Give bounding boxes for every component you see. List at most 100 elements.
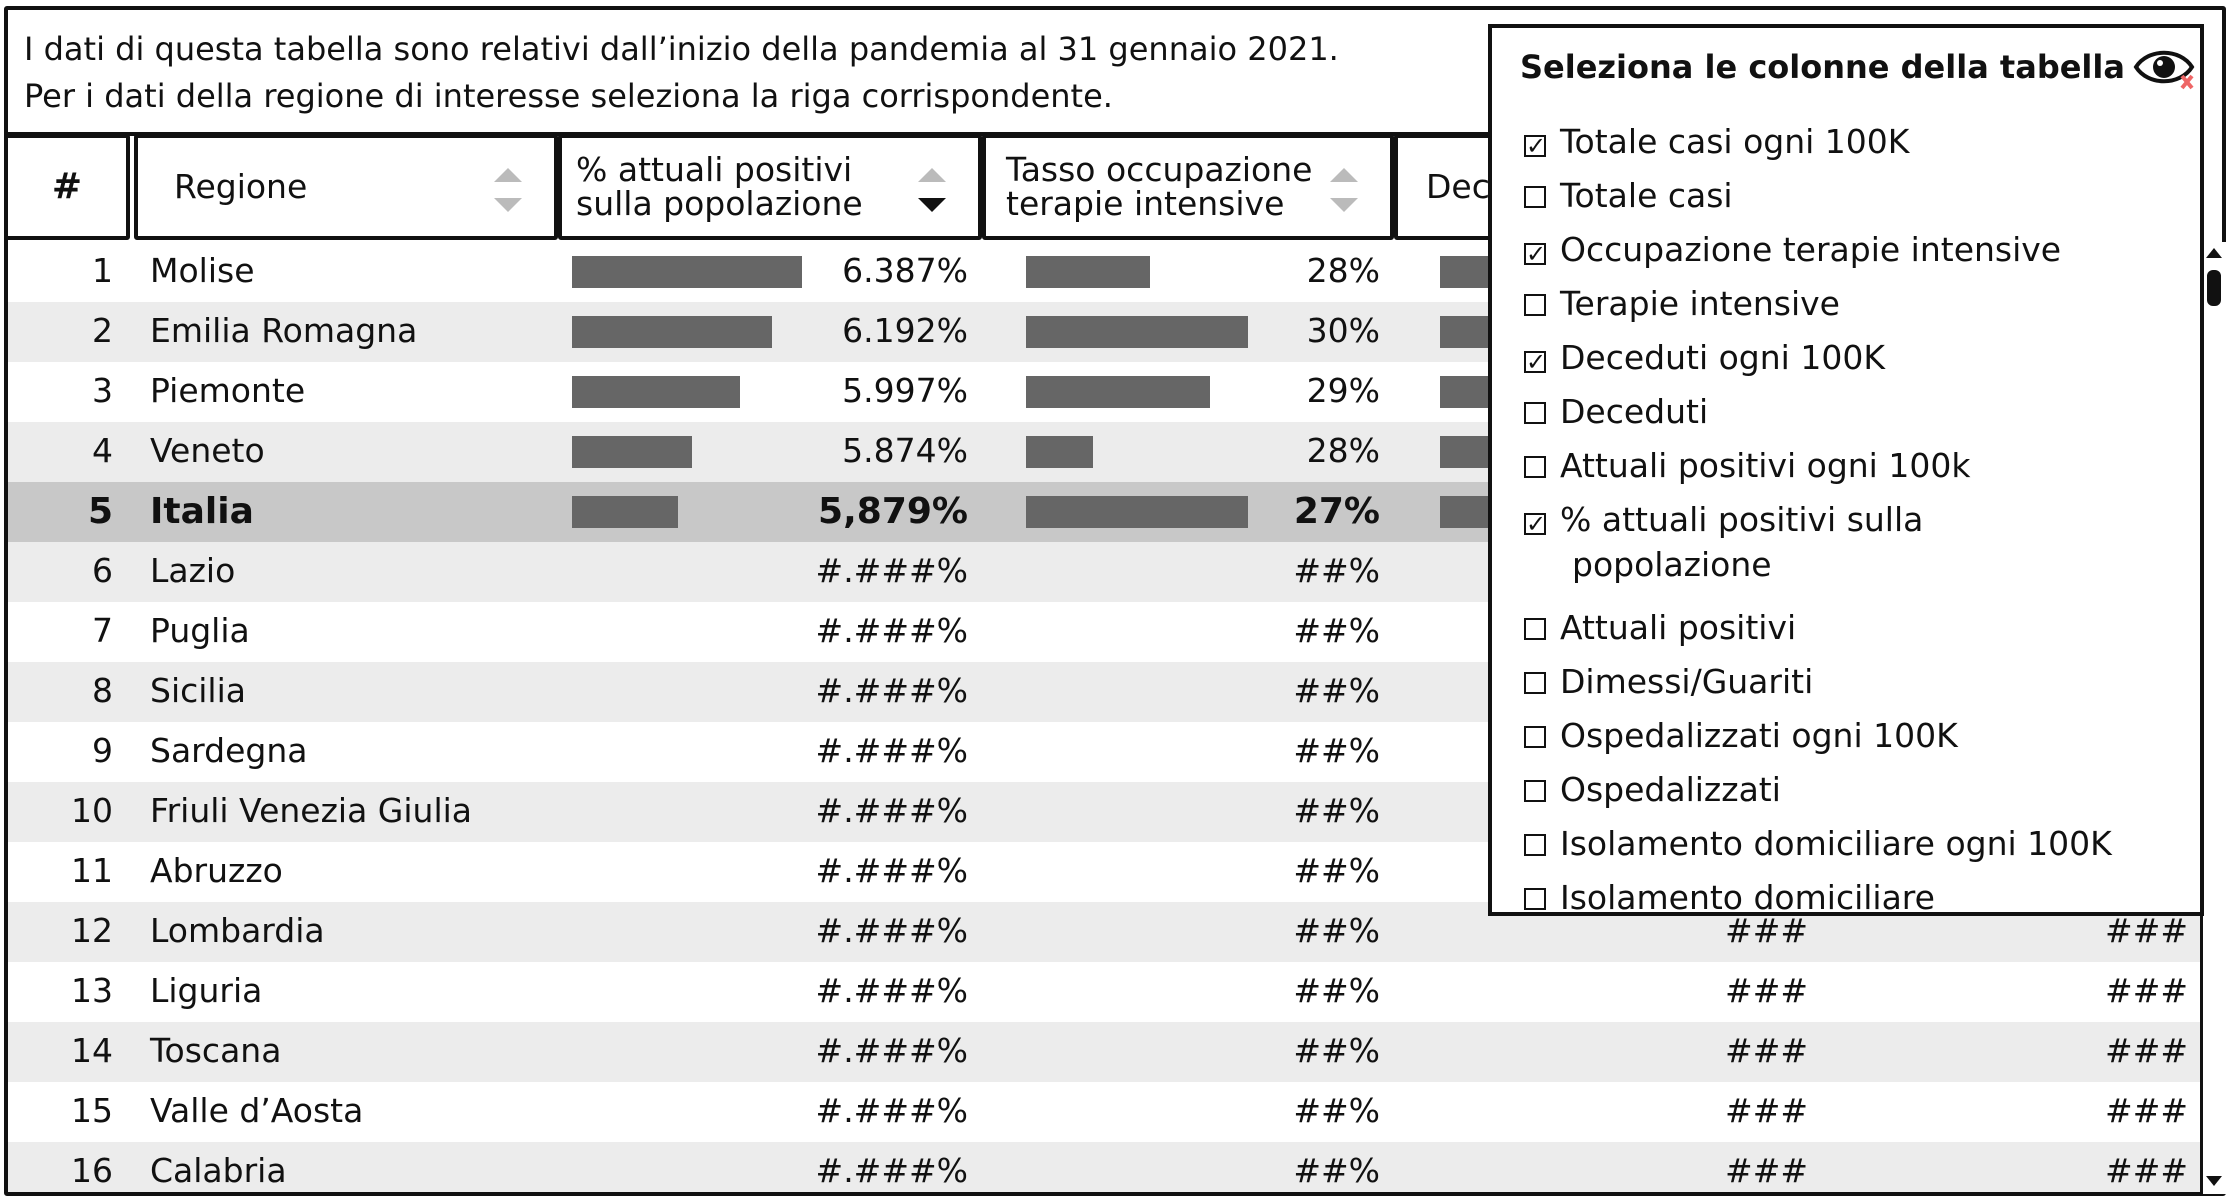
row-attuali-positivi: 5.874% xyxy=(842,431,968,470)
column-option-label: Deceduti ogni 100K xyxy=(1560,338,1885,377)
row-deceduti: ### xyxy=(1725,971,1808,1010)
checkbox-checked[interactable]: ✓ xyxy=(1524,240,1547,268)
scroll-thumb[interactable] xyxy=(2207,270,2221,306)
cell-background xyxy=(558,722,966,782)
table-row[interactable]: 1 Molise 6.387% 28% xyxy=(8,242,2200,302)
eye-icon[interactable] xyxy=(2132,42,2196,92)
row-terapie-intensive: ##% xyxy=(1293,1091,1380,1130)
row-rank: 10 xyxy=(71,791,113,830)
row-attuali-positivi: 6.387% xyxy=(842,251,968,290)
row-attuali-positivi: #.###% xyxy=(815,671,968,710)
checkbox-checked[interactable]: ✓ xyxy=(1524,348,1547,376)
checkbox-checked[interactable]: ✓ xyxy=(1524,132,1547,160)
checkbox[interactable] xyxy=(1524,888,1546,910)
sort-desc-icon[interactable] xyxy=(918,164,946,218)
checkbox[interactable] xyxy=(1524,618,1546,640)
row-regione: Valle d’Aosta xyxy=(150,1091,364,1130)
column-option-label: Totale casi ogni 100K xyxy=(1560,122,1910,161)
checkbox[interactable] xyxy=(1524,186,1546,208)
table-header: # Regione % attuali positivi sulla popol… xyxy=(0,134,2234,242)
row-regione: Lombardia xyxy=(150,911,325,950)
row-attuali-positivi: #.###% xyxy=(815,851,968,890)
row-regione: Toscana xyxy=(150,1031,282,1070)
column-option[interactable]: Ospedalizzati ogni 100K xyxy=(1524,716,1958,755)
column-option[interactable]: Isolamento domiciliare ogni 100K xyxy=(1524,824,2112,863)
row-attuali-positivi: 5,879% xyxy=(818,491,968,532)
checkbox[interactable] xyxy=(1524,402,1546,424)
row-terapie-intensive: ##% xyxy=(1293,671,1380,710)
row-rank: 8 xyxy=(92,671,113,710)
table-row[interactable]: 14 Toscana #.###% ##% ### ### xyxy=(8,1022,2200,1082)
column-option-label: Terapie intensive xyxy=(1560,284,1840,323)
column-option[interactable]: Ospedalizzati xyxy=(1524,770,1781,809)
table-row[interactable]: 7 Puglia #.###% ##% xyxy=(8,602,2200,662)
scroll-up-icon[interactable] xyxy=(2206,248,2222,258)
column-option[interactable]: Attuali positivi ogni 100k xyxy=(1524,446,1970,485)
row-terapie-intensive: ##% xyxy=(1293,971,1380,1010)
column-option[interactable]: Attuali positivi xyxy=(1524,608,1796,647)
row-attuali-positivi: #.###% xyxy=(815,791,968,830)
row-regione: Sardegna xyxy=(150,731,308,770)
checkbox-checked[interactable]: ✓ xyxy=(1524,510,1547,538)
header-dec-label: Dec xyxy=(1426,167,1490,206)
table-row[interactable]: 11 Abruzzo #.###% ##% xyxy=(8,842,2200,902)
column-option[interactable]: Terapie intensive xyxy=(1524,284,1840,323)
column-option-label: Ospedalizzati ogni 100K xyxy=(1560,716,1958,755)
scroll-down-icon[interactable] xyxy=(2206,1176,2222,1186)
row-extra-column: ### xyxy=(2105,1091,2188,1130)
row-attuali-positivi: #.###% xyxy=(815,611,968,650)
table-row[interactable]: 4 Veneto 5.874% 28% xyxy=(8,422,2200,482)
table-row[interactable]: 15 Valle d’Aosta #.###% ##% ### ### xyxy=(8,1082,2200,1142)
row-rank: 2 xyxy=(92,311,113,350)
checkbox[interactable] xyxy=(1524,672,1546,694)
column-option[interactable]: ✓ Occupazione terapie intensive xyxy=(1524,230,2061,269)
row-regione: Calabria xyxy=(150,1151,287,1190)
header-rank[interactable]: # xyxy=(4,134,130,240)
info-line-2: Per i dati della regione di interesse se… xyxy=(24,77,1113,115)
table-row[interactable]: 16 Calabria #.###% ##% ### ### xyxy=(8,1142,2200,1192)
checkbox[interactable] xyxy=(1524,834,1546,856)
row-rank: 16 xyxy=(71,1151,113,1190)
positivi-bar xyxy=(572,376,740,408)
column-option-label: Isolamento domiciliare xyxy=(1560,878,1935,917)
row-terapie-intensive: ##% xyxy=(1293,1031,1380,1070)
checkbox[interactable] xyxy=(1524,456,1546,478)
checkbox[interactable] xyxy=(1524,780,1546,802)
column-option[interactable]: ✓ % attuali positivi sulla popolazione xyxy=(1524,500,1923,584)
column-option-label: Dimessi/Guariti xyxy=(1560,662,1814,701)
row-terapie-intensive: 28% xyxy=(1306,251,1380,290)
header-attuali-positivi[interactable]: % attuali positivi sulla popolazione xyxy=(558,134,982,240)
sort-icon[interactable] xyxy=(1330,164,1358,218)
table-row[interactable]: 3 Piemonte 5.997% 29% xyxy=(8,362,2200,422)
row-regione: Veneto xyxy=(150,431,265,470)
checkbox[interactable] xyxy=(1524,294,1546,316)
header-terapie-intensive[interactable]: Tasso occupazione terapie intensive xyxy=(982,134,1394,240)
row-rank: 15 xyxy=(71,1091,113,1130)
sort-icon[interactable] xyxy=(494,164,522,218)
column-option[interactable]: ✓ Totale casi ogni 100K xyxy=(1524,122,1909,161)
column-option[interactable]: Deceduti xyxy=(1524,392,1708,431)
column-option-label: Occupazione terapie intensive xyxy=(1560,230,2062,269)
row-attuali-positivi: #.###% xyxy=(815,1031,968,1070)
column-option[interactable]: ✓ Deceduti ogni 100K xyxy=(1524,338,1885,377)
table-row[interactable]: 13 Liguria #.###% ##% ### ### xyxy=(8,962,2200,1022)
table-row[interactable]: 8 Sicilia #.###% ##% xyxy=(8,662,2200,722)
table-row[interactable]: 9 Sardegna #.###% ##% xyxy=(8,722,2200,782)
row-regione: Friuli Venezia Giulia xyxy=(150,791,473,830)
row-rank: 11 xyxy=(71,851,113,890)
row-terapie-intensive: ##% xyxy=(1293,911,1380,950)
row-rank: 3 xyxy=(92,371,113,410)
row-rank: 7 xyxy=(92,611,113,650)
cell-background xyxy=(558,662,966,722)
header-pos-line1: % attuali positivi xyxy=(576,150,853,189)
cell-background xyxy=(558,1022,966,1082)
checkbox[interactable] xyxy=(1524,726,1546,748)
row-deceduti: ### xyxy=(1725,1091,1808,1130)
column-option[interactable]: Dimessi/Guariti xyxy=(1524,662,1813,701)
row-attuali-positivi: #.###% xyxy=(815,911,968,950)
header-regione[interactable]: Regione xyxy=(134,134,558,240)
column-option[interactable]: Isolamento domiciliare xyxy=(1524,878,1935,917)
column-option[interactable]: Totale casi xyxy=(1524,176,1733,215)
row-extra-column: ### xyxy=(2105,971,2188,1010)
row-terapie-intensive: 28% xyxy=(1306,431,1380,470)
